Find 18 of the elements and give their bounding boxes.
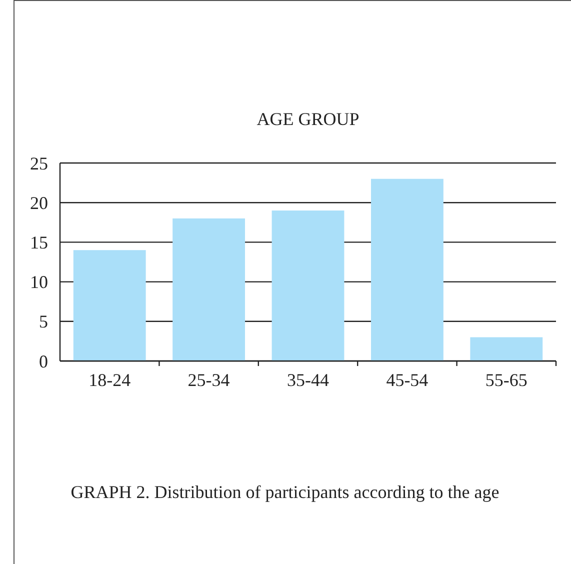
y-tick-label: 20: [30, 192, 48, 213]
x-tick-label: 55-65: [485, 370, 528, 390]
x-tick-label: 35-44: [287, 370, 329, 390]
chart-title: AGE GROUP: [256, 109, 360, 129]
x-tick-label: 45-54: [386, 370, 428, 390]
x-tick-label: 18-24: [88, 370, 131, 390]
y-tick-label: 10: [30, 272, 48, 292]
y-tick-label: 25: [30, 153, 48, 174]
bar: [172, 218, 246, 361]
y-tick-label: 15: [30, 232, 48, 252]
y-tick-label: 0: [39, 351, 48, 372]
bar: [272, 210, 344, 361]
bar: [73, 250, 146, 361]
caption: GRAPH 2. Distribution of participants according to the age: [70, 482, 500, 502]
bar: [370, 178, 444, 361]
y-tick-label: 5: [39, 312, 48, 332]
x-tick-label: 25-34: [188, 370, 230, 390]
bar: [470, 337, 543, 361]
